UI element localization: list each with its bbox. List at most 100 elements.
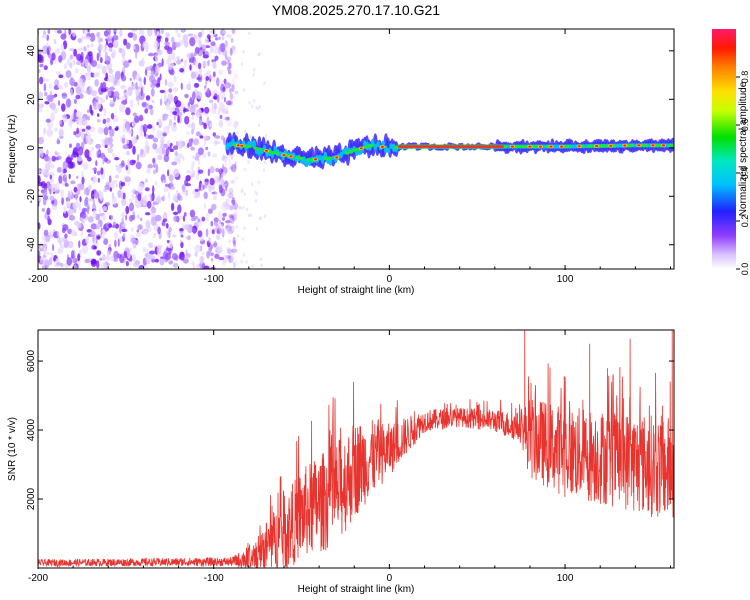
- noise-speckle: [152, 143, 158, 150]
- noise-speckle: [175, 100, 182, 108]
- noise-speckle: [176, 56, 180, 60]
- noise-speckle: [127, 158, 130, 168]
- noise-speckle: [229, 93, 234, 100]
- snr-x-axis: -200 -100 0 100: [28, 330, 671, 584]
- noise-speckle: [125, 205, 130, 215]
- noise-speckle: [64, 233, 68, 239]
- noise-speckle: [70, 250, 75, 259]
- noise-speckle: [69, 62, 73, 69]
- noise-speckle: [73, 48, 77, 57]
- noise-speckle: [183, 60, 187, 68]
- noise-speckle: [188, 138, 193, 148]
- noise-speckle: [149, 250, 156, 255]
- snr-x-tick-label: 100: [557, 573, 574, 584]
- noise-speckle: [90, 147, 95, 151]
- noise-speckle: [194, 156, 200, 161]
- noise-speckle: [226, 228, 230, 233]
- noise-speckle: [234, 90, 239, 95]
- spectrogram-x-tick-label: -100: [204, 274, 224, 285]
- noise-speckle: [94, 79, 99, 87]
- noise-speckle: [236, 121, 239, 125]
- noise-speckle: [263, 214, 267, 218]
- noise-speckle: [67, 240, 74, 249]
- noise-speckle: [207, 168, 211, 177]
- noise-speckle: [125, 260, 129, 267]
- noise-speckle: [182, 215, 186, 222]
- noise-speckle: [83, 46, 87, 52]
- noise-speckle: [87, 29, 90, 33]
- noise-speckle: [164, 90, 167, 100]
- noise-speckle: [135, 81, 138, 90]
- signal-mid: [373, 143, 378, 151]
- noise-speckle: [204, 180, 208, 189]
- noise-speckle: [138, 29, 143, 35]
- noise-speckle: [113, 79, 117, 86]
- noise-speckle: [211, 229, 215, 235]
- noise-speckle: [92, 167, 98, 171]
- noise-speckle: [42, 189, 48, 197]
- noise-speckle: [75, 60, 82, 66]
- noise-speckle: [162, 132, 167, 137]
- noise-speckle: [63, 206, 67, 214]
- noise-speckle: [64, 183, 69, 187]
- signal-hot-spot: [560, 145, 564, 148]
- noise-speckle: [78, 240, 81, 249]
- noise-speckle: [186, 131, 190, 135]
- noise-speckle: [38, 181, 44, 187]
- noise-speckle: [109, 99, 114, 105]
- noise-speckle: [123, 250, 128, 259]
- noise-speckle: [148, 104, 153, 110]
- noise-speckle: [225, 220, 231, 224]
- noise-speckle: [152, 137, 159, 143]
- signal-mid: [618, 143, 623, 148]
- noise-speckle: [119, 224, 122, 234]
- noise-speckle: [53, 39, 57, 45]
- noise-speckle: [229, 214, 235, 224]
- noise-speckle: [172, 253, 178, 261]
- noise-speckle: [110, 85, 114, 92]
- noise-speckle: [192, 190, 197, 195]
- noise-speckle: [88, 184, 92, 191]
- noise-speckle: [177, 192, 181, 201]
- noise-speckle: [38, 193, 42, 202]
- noise-speckle: [141, 197, 145, 205]
- noise-speckle: [125, 150, 131, 156]
- noise-speckle: [105, 123, 111, 128]
- signal-hot-spot: [661, 144, 666, 147]
- snr-x-axis-label: Height of straight line (km): [298, 584, 415, 595]
- noise-speckle: [168, 190, 171, 200]
- noise-speckle: [62, 224, 69, 231]
- noise-speckle: [109, 128, 115, 137]
- noise-speckle: [81, 47, 84, 51]
- noise-speckle: [178, 140, 184, 150]
- noise-speckle: [193, 228, 197, 235]
- noise-speckle: [117, 238, 120, 247]
- noise-speckle: [194, 188, 199, 192]
- noise-speckle: [132, 32, 137, 41]
- noise-speckle: [136, 134, 139, 140]
- noise-speckle: [103, 126, 109, 136]
- noise-speckle: [180, 58, 183, 63]
- noise-speckle: [213, 93, 218, 101]
- noise-speckle: [149, 108, 154, 116]
- noise-speckle: [204, 178, 210, 183]
- noise-speckle: [73, 264, 77, 269]
- spectrogram-plot-area: [37, 28, 675, 270]
- noise-speckle: [95, 160, 98, 167]
- noise-speckle: [77, 253, 81, 262]
- noise-speckle: [230, 45, 235, 54]
- noise-speckle: [187, 234, 191, 241]
- signal-core: [369, 143, 375, 147]
- noise-speckle: [145, 95, 151, 101]
- noise-speckle: [164, 36, 169, 43]
- noise-speckle: [125, 42, 131, 50]
- noise-speckle: [81, 207, 88, 213]
- noise-speckle: [170, 186, 176, 191]
- noise-speckle: [141, 102, 147, 108]
- noise-speckle: [126, 139, 130, 145]
- noise-speckle: [222, 212, 227, 217]
- noise-speckle: [232, 212, 238, 222]
- noise-speckle: [97, 43, 104, 52]
- noise-speckle: [132, 73, 136, 81]
- noise-speckle: [101, 228, 106, 235]
